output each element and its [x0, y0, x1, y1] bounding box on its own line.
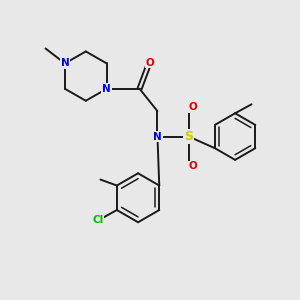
- Text: Cl: Cl: [92, 215, 104, 225]
- Text: N: N: [61, 58, 69, 68]
- Text: N: N: [153, 132, 162, 142]
- Text: O: O: [189, 102, 198, 112]
- Text: O: O: [189, 161, 198, 171]
- Text: O: O: [146, 58, 154, 68]
- Text: N: N: [102, 84, 111, 94]
- Text: S: S: [184, 130, 193, 143]
